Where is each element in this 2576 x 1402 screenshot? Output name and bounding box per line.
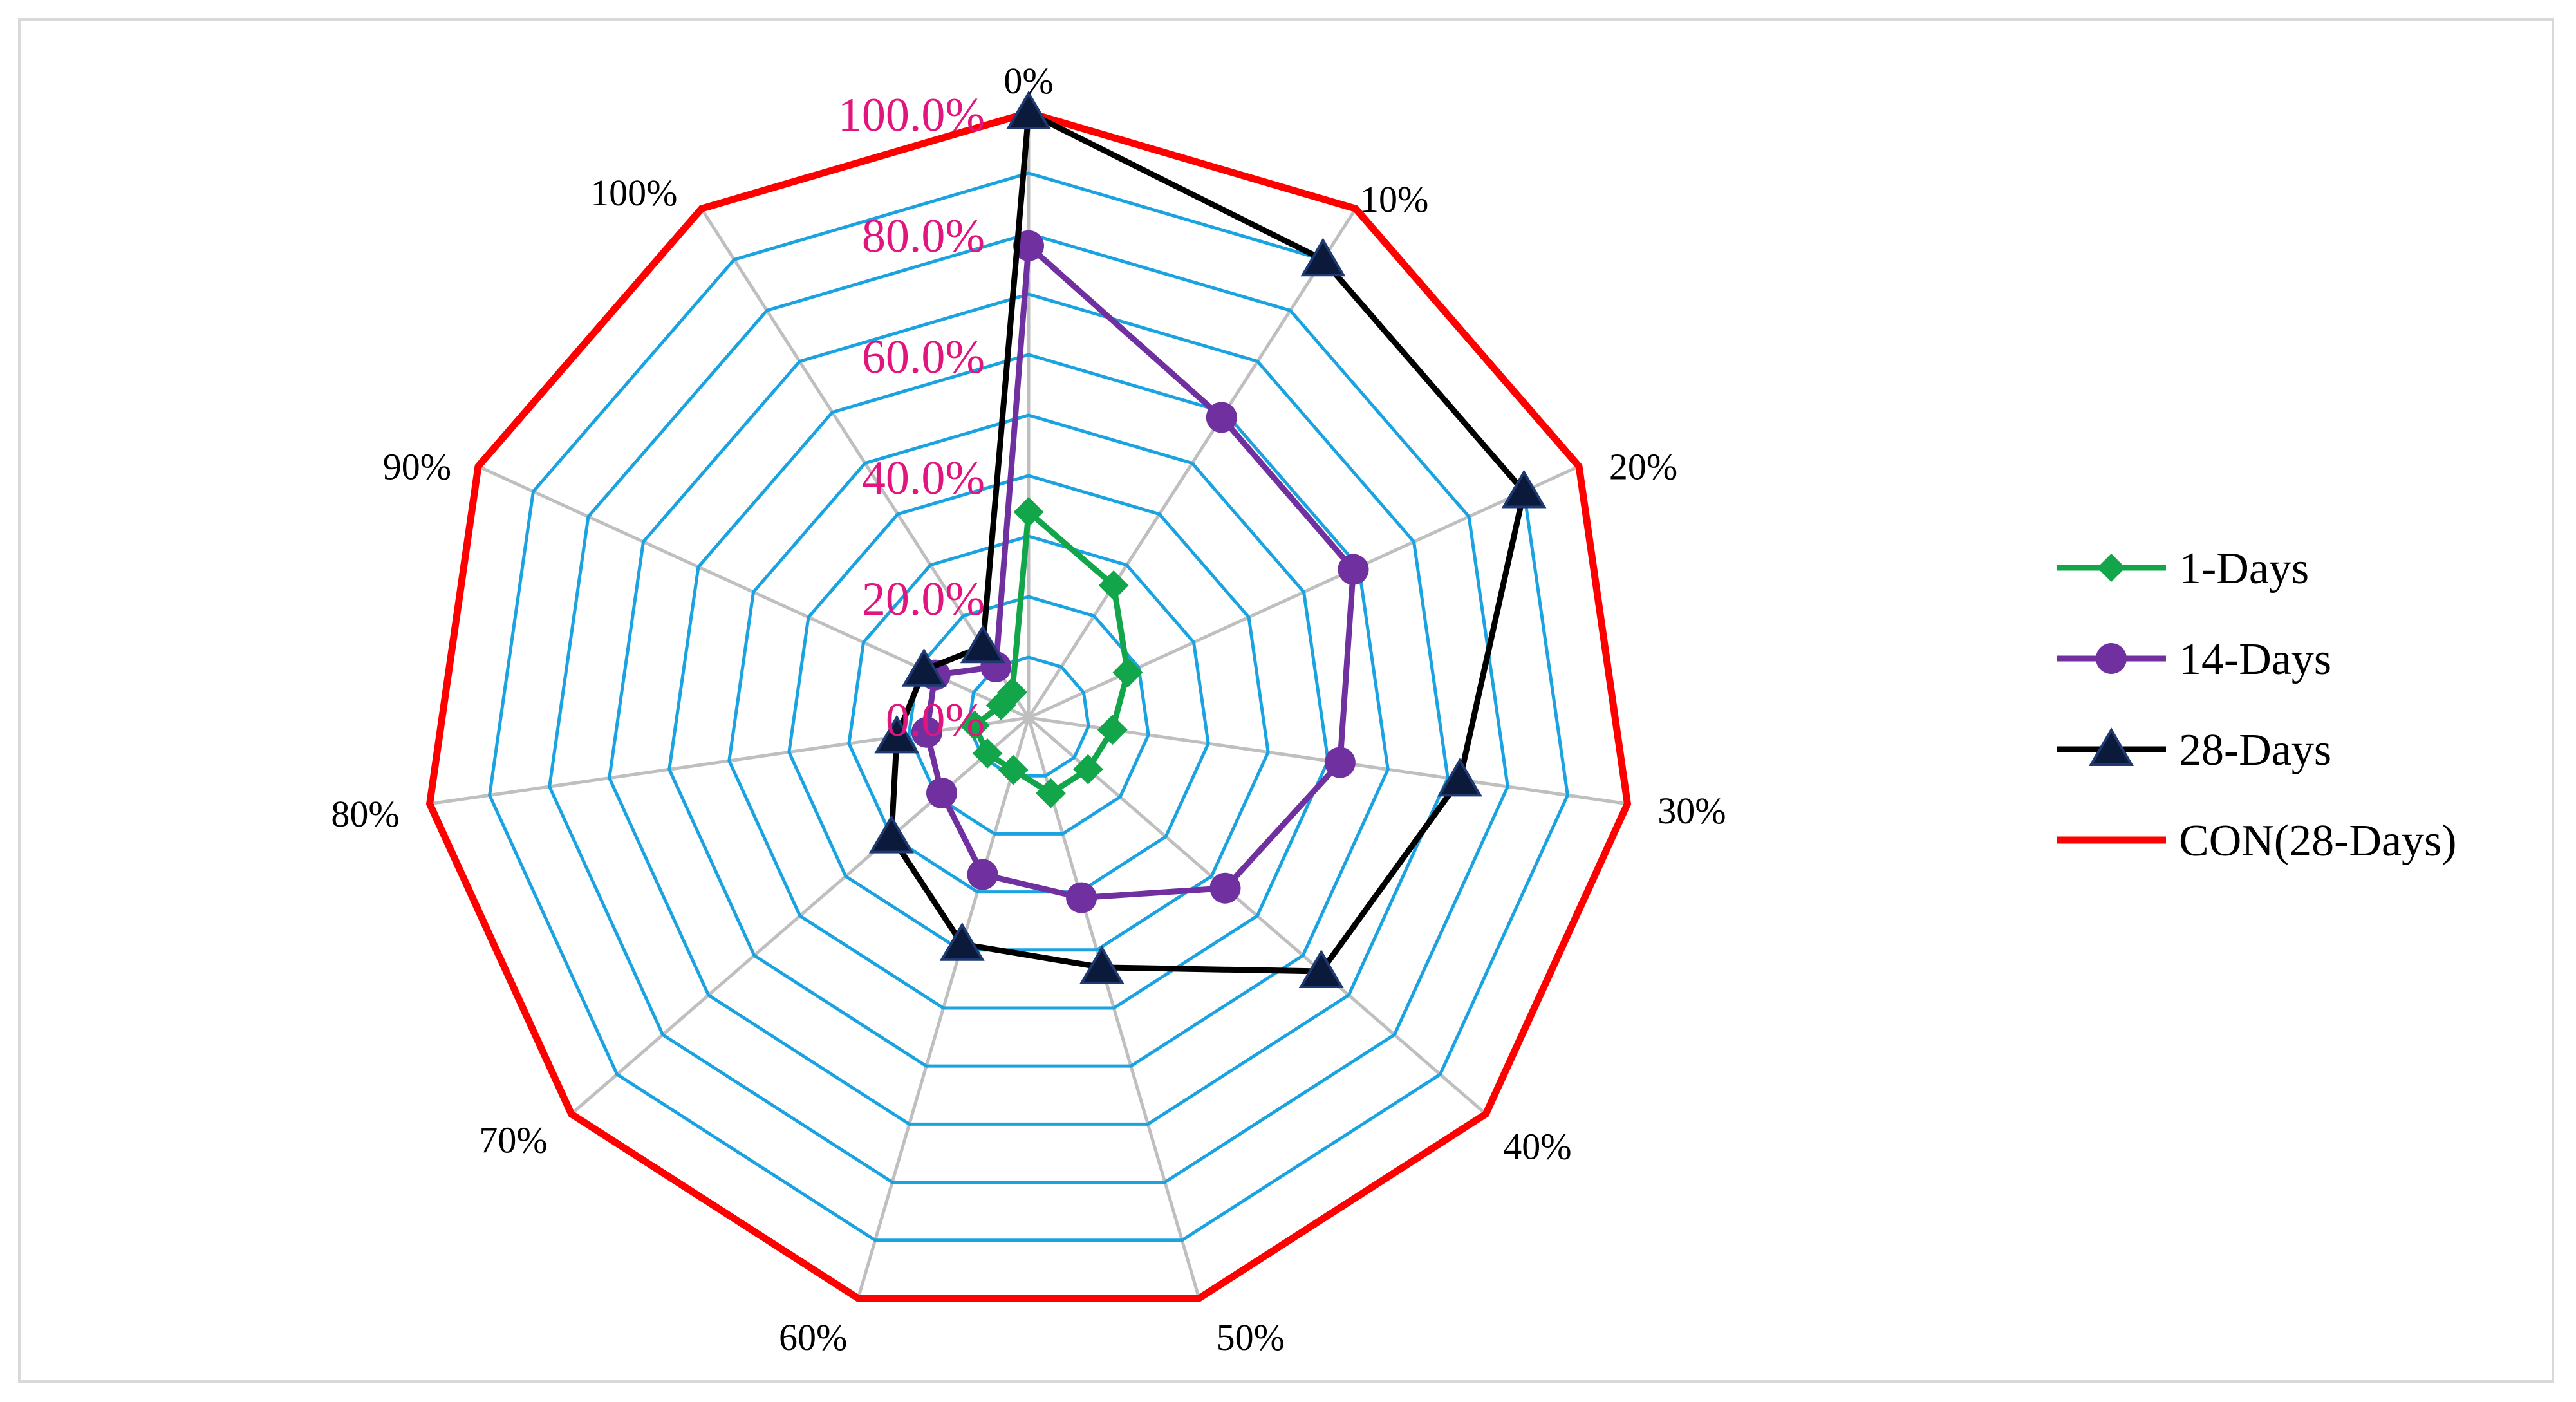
point-28-days-50 (1079, 945, 1125, 984)
point-14-days-70 (926, 777, 958, 808)
point-14-days-20 (1338, 554, 1369, 585)
category-label: 70% (479, 1119, 547, 1161)
point-1-days-30 (1097, 715, 1128, 745)
category-label: 100% (590, 172, 677, 214)
grid-ring-70 (608, 292, 1450, 1126)
point-1-days-100 (997, 677, 1028, 707)
radial-tick-label: 80.0% (862, 210, 985, 263)
grid-ring-60 (667, 353, 1390, 1068)
grid-ring-10 (967, 655, 1090, 778)
legend-item-28-days: 28-Days (2057, 725, 2331, 775)
category-label: 50% (1217, 1316, 1285, 1358)
grid-ring-80 (548, 232, 1509, 1184)
point-1-days-40 (1072, 754, 1103, 785)
grid (429, 113, 1628, 1299)
point-28-days-60 (939, 922, 985, 961)
point-1-days-70 (972, 738, 1003, 769)
point-28-days-20 (1501, 469, 1547, 509)
category-label: 40% (1503, 1126, 1571, 1168)
legend-label: CON(28-Days) (2179, 816, 2457, 866)
legend-item-con-28-days: CON(28-Days) (2057, 816, 2457, 866)
category-label: 80% (331, 793, 399, 835)
point-28-days-90 (901, 648, 947, 687)
category-label: 10% (1360, 178, 1428, 220)
point-14-days-0 (1013, 230, 1044, 261)
grid-ring-40 (787, 474, 1270, 952)
category-label: 90% (383, 446, 451, 488)
radial-tick-label: 20.0% (862, 573, 985, 626)
legend-item-1-days: 1-Days (2057, 544, 2309, 594)
series-1-days (959, 496, 1143, 808)
legend-label: 14-Days (2179, 635, 2331, 684)
legend-marker (2089, 727, 2134, 766)
series (425, 91, 1632, 1302)
radial-tick-label: 0.0% (886, 694, 985, 747)
series-con-28-days (425, 109, 1632, 1302)
point-1-days-0 (1013, 496, 1044, 527)
legend-marker (2097, 554, 2125, 582)
radial-tick-label: 60.0% (862, 331, 985, 384)
point-1-days-80 (959, 710, 990, 741)
category-label: 60% (779, 1316, 847, 1358)
legend-marker (2096, 643, 2127, 674)
point-14-days-30 (1324, 747, 1356, 778)
radial-tick-label: 100.0% (838, 89, 985, 142)
point-28-days-40 (1298, 949, 1344, 988)
category-label: 20% (1609, 446, 1677, 488)
chart-frame (18, 18, 2554, 1383)
point-1-days-60 (998, 754, 1029, 785)
point-14-days-40 (1209, 872, 1241, 904)
point-1-days-10 (1098, 570, 1129, 601)
legend: 1-Days 14-Days 28-Days CON(28-Days) (2057, 544, 2457, 866)
point-28-days-70 (868, 814, 914, 854)
category-label: 0% (1003, 60, 1053, 102)
series-line-con-28-days (425, 109, 1632, 1302)
grid-ring-30 (847, 534, 1210, 894)
point-1-days-50 (1036, 778, 1066, 808)
point-28-days-100 (960, 624, 1005, 664)
point-14-days-10 (1206, 402, 1237, 433)
point-14-days-80 (911, 716, 942, 748)
point-28-days-30 (1437, 758, 1482, 797)
point-1-days-20 (1112, 657, 1143, 688)
category-label: 30% (1657, 790, 1726, 832)
radial-tick-label: 40.0% (862, 452, 985, 505)
point-14-days-60 (967, 859, 998, 890)
point-28-days-10 (1300, 238, 1346, 277)
legend-label: 1-Days (2179, 544, 2309, 594)
point-14-days-50 (1066, 882, 1097, 913)
series-28-days (868, 91, 1547, 988)
legend-item-14-days: 14-Days (2057, 635, 2331, 684)
legend-label: 28-Days (2179, 725, 2331, 775)
point-28-days-80 (874, 715, 920, 754)
grid-ring-50 (727, 413, 1330, 1010)
labels: 0% 10% 20% 30% 40% 50% 60% 70% 80% 90% 100% 0.0% 20.… (331, 60, 1726, 1358)
point-28-days-0 (1006, 91, 1051, 129)
series-line-28-days (888, 109, 1527, 975)
